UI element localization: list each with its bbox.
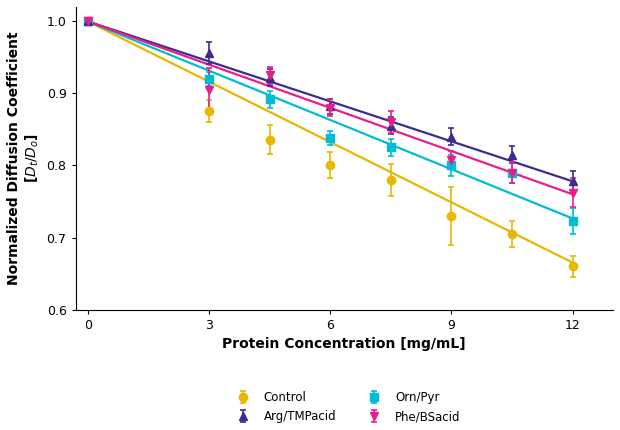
Legend: Control, Arg/TMPacid, Orn/Pyr, Phe/BSacid: Control, Arg/TMPacid, Orn/Pyr, Phe/BSaci… <box>228 391 461 423</box>
X-axis label: Protein Concentration [mg/mL]: Protein Concentration [mg/mL] <box>223 337 466 351</box>
Y-axis label: Normalized Diffusion Coefficient
[$D_t/D_o$]: Normalized Diffusion Coefficient [$D_t/D… <box>7 31 41 285</box>
